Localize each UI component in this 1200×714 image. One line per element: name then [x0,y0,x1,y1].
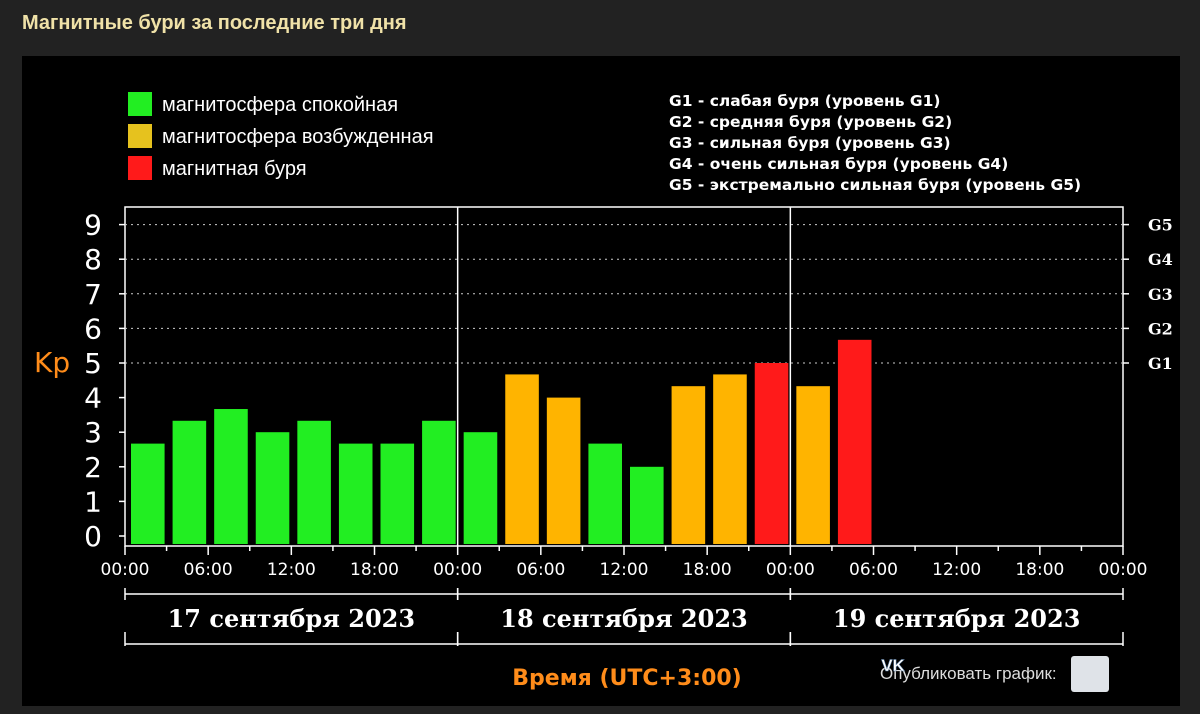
x-axis-label: Время (UTC+3:00) [512,666,742,691]
kp-bar-15 [713,374,747,544]
x-tick-label-9: 00:00 [766,560,815,580]
storm-level-4: G4 - очень сильная буря (уровень G4) [669,155,1008,173]
publish-label: Опубликовать график: [880,664,1057,683]
x-tick-label-13: 00:00 [1099,560,1148,580]
kp-bar-8 [422,420,456,544]
y-tick-label-1: 1 [84,485,102,518]
y-tick-label-7: 7 [84,278,102,311]
x-tick-label-11: 12:00 [932,560,981,580]
x-tick-label-7: 12:00 [600,560,649,580]
y-tick-label-0: 0 [84,520,102,553]
kp-bar-14 [671,386,706,544]
legend-label-1: магнитосфера спокойная [162,94,398,116]
kp-bar-10 [505,374,539,544]
y-tick-label-4: 4 [84,382,102,415]
legend-swatch-3 [128,156,152,180]
vk-icon: VK [881,656,906,674]
x-tick-label-12: 18:00 [1015,560,1064,580]
day-label-2: 18 сентября 2023 [500,604,747,633]
x-tick-label-2: 06:00 [184,560,233,580]
y-tick-label-5: 5 [84,347,102,380]
vk-share-button[interactable]: VK [881,656,1109,692]
kp-bar-12 [588,443,622,544]
kp-chart-panel: магнитосфера спокойная магнитосфера возбу… [22,56,1180,706]
legend-label-3: магнитная буря [162,158,307,180]
y-tick-label-2: 2 [84,451,102,484]
x-tick-label-6: 06:00 [516,560,565,580]
y-tick-label-9: 9 [84,209,102,242]
legend-label-2: магнитосфера возбужденная [162,126,434,148]
kp-bar-4 [255,432,290,544]
kp-bar-6 [338,443,373,544]
storm-level-2: G2 - средняя буря (уровень G2) [669,113,952,131]
x-tick-label-3: 12:00 [267,560,316,580]
right-tick-label-G4: G4 [1148,250,1173,269]
storm-level-1: G1 - слабая буря (уровень G1) [669,92,941,110]
kp-bar-2 [172,420,207,544]
kp-bar-17 [796,386,830,544]
right-tick-label-G1: G1 [1148,354,1173,373]
y-axis-label: Kp [34,346,70,379]
y-tick-label-6: 6 [84,312,102,345]
svg-text:VK: VK [881,656,905,674]
kp-chart: магнитосфера спокойная магнитосфера возбу… [34,92,1173,691]
kp-bar-3 [214,409,248,544]
kp-bar-18 [837,339,872,544]
page-title: Магнитные бури за последние три дня [22,12,407,34]
kp-bar-16 [754,363,789,544]
y-tick-label-8: 8 [84,243,102,276]
day-label-3: 19 сентября 2023 [833,604,1080,633]
legend-swatch-1 [128,92,152,116]
storm-level-5: G5 - экстремально сильная буря (уровень … [669,176,1081,194]
kp-bar-13 [630,466,664,544]
right-tick-label-G5: G5 [1148,216,1173,235]
legend-swatch-2 [128,124,152,148]
storm-level-3: G3 - сильная буря (уровень G3) [669,134,951,152]
kp-bar-1 [131,443,165,544]
x-tick-label-8: 18:00 [683,560,732,580]
plot-frame [124,206,1124,547]
y-tick-label-3: 3 [84,416,102,449]
kp-bar-11 [546,397,581,544]
x-tick-label-4: 18:00 [350,560,399,580]
right-tick-label-G2: G2 [1148,319,1173,338]
kp-bar-7 [380,443,415,544]
publish-section: Опубликовать график: VK [880,656,1109,692]
x-tick-label-5: 00:00 [433,560,482,580]
day-label-1: 17 сентября 2023 [168,604,415,633]
x-tick-label-10: 06:00 [849,560,898,580]
right-tick-label-G3: G3 [1148,285,1173,304]
kp-bar-9 [463,432,498,544]
kp-bar-5 [297,420,331,544]
x-tick-label-1: 00:00 [101,560,150,580]
